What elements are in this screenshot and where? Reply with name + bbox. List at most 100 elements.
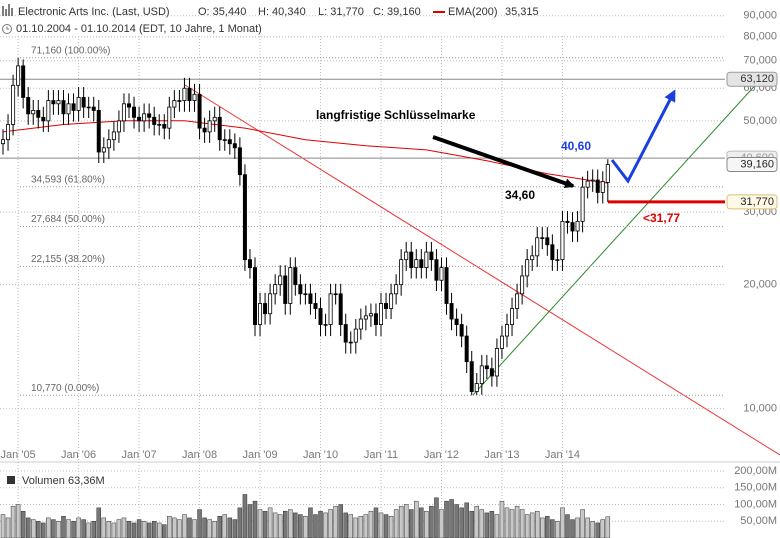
candle-body	[106, 139, 111, 149]
annotation: 34,60	[505, 188, 535, 202]
down-trendline	[184, 84, 780, 456]
volume-bar	[348, 514, 354, 538]
volume-bar	[464, 502, 469, 538]
candle-body	[338, 293, 343, 325]
candle-body	[429, 251, 434, 261]
candle-body	[555, 259, 560, 261]
volume-bar	[363, 514, 369, 538]
volume-bar	[288, 509, 293, 538]
candle-body	[247, 259, 252, 269]
volume-label: Volumen	[22, 475, 65, 487]
candle-body	[439, 267, 444, 281]
volume-bar	[141, 521, 147, 538]
candle-body	[489, 368, 494, 377]
volume-bar	[192, 519, 197, 538]
candle-body	[263, 303, 268, 315]
candle-body	[424, 251, 429, 269]
candle-body	[61, 100, 66, 115]
candle-body	[575, 220, 580, 232]
candle-body	[419, 259, 424, 269]
annotations: langfristige Schlüsselmarke 40,60 34,60	[316, 89, 676, 202]
volume-bar	[232, 519, 238, 538]
volume-bar	[459, 507, 464, 538]
candle-body	[293, 267, 298, 286]
candle-body	[192, 93, 197, 101]
candle-body	[303, 293, 308, 296]
candle-body	[167, 106, 172, 129]
volume-bar	[605, 516, 611, 538]
ohlc-label: C: 39,160	[373, 6, 421, 18]
candle-body	[333, 293, 338, 296]
title: Electronic Arts Inc. (Last, USD)	[18, 6, 170, 18]
volume-bar	[439, 509, 444, 538]
grid	[0, 15, 725, 538]
candle-body	[227, 139, 232, 145]
volume-bar	[580, 509, 585, 538]
candle-body	[384, 303, 389, 309]
candle-body	[207, 120, 212, 133]
volume-bar	[15, 504, 21, 538]
candle-body	[469, 361, 474, 392]
volume-bar	[162, 524, 167, 538]
price-box	[726, 157, 778, 173]
volume-bar	[514, 505, 520, 538]
candle-body	[404, 251, 409, 261]
ohlc-label: L: 31,770	[318, 6, 364, 18]
volume-bar	[86, 522, 91, 538]
volume-bar	[56, 521, 61, 538]
candle-body	[378, 303, 383, 325]
price-label: 31,770	[740, 196, 774, 208]
volume-bar	[318, 510, 323, 538]
x-tick-label: Jan '10	[303, 449, 338, 461]
volume-bar	[242, 494, 248, 538]
price-label: 39,160	[740, 158, 774, 170]
volume-bar	[106, 521, 112, 538]
volume-bar	[313, 514, 318, 538]
candle-body	[26, 97, 31, 115]
volume-bar	[519, 509, 525, 538]
volume-tick-label: 150,00M	[734, 482, 777, 494]
candle-body	[142, 113, 147, 122]
candle-body	[152, 116, 157, 125]
candle-body	[353, 328, 358, 343]
volume-tick-label: 100,00M	[734, 498, 777, 510]
volume-bar	[237, 507, 243, 538]
volume-bar	[10, 505, 16, 538]
candle-body	[232, 143, 237, 149]
x-tick-label: Jan '06	[61, 449, 96, 461]
candle-body	[278, 275, 283, 286]
volume-bar	[247, 504, 253, 538]
x-tick-label: Jan '09	[242, 449, 277, 461]
y-tick-label: 20,000	[743, 279, 777, 291]
candle-body	[268, 293, 273, 315]
volume-bar	[182, 514, 187, 538]
candle-body	[31, 110, 36, 115]
x-tick-label: Jan '05	[1, 449, 36, 461]
volume-bar	[454, 504, 459, 538]
volume-bar	[373, 507, 379, 538]
candle-body	[288, 267, 293, 304]
volume-bar	[303, 515, 308, 538]
candle-body	[414, 259, 419, 269]
candle-body	[504, 324, 509, 337]
candle-body	[76, 97, 81, 111]
volume-bar	[167, 515, 172, 538]
x-tick-label: Jan '11	[364, 449, 398, 461]
candle-body	[273, 284, 278, 295]
volume-bar	[403, 504, 409, 538]
volume-bar	[534, 510, 540, 538]
volume-bar	[388, 515, 394, 538]
volume-bar	[217, 515, 222, 538]
candle-body	[157, 124, 162, 126]
candle-body	[510, 308, 515, 325]
candle-body	[237, 147, 242, 176]
fib-label: 10,770 (0.00%)	[31, 383, 99, 394]
candle-body	[328, 293, 333, 325]
volume-bar	[136, 519, 142, 538]
volume-bar	[146, 522, 152, 538]
volume-bar	[449, 499, 454, 538]
volume-bar	[429, 505, 434, 538]
candle-body	[358, 318, 363, 330]
volume-bar	[343, 512, 348, 538]
volume-bar	[111, 522, 117, 538]
